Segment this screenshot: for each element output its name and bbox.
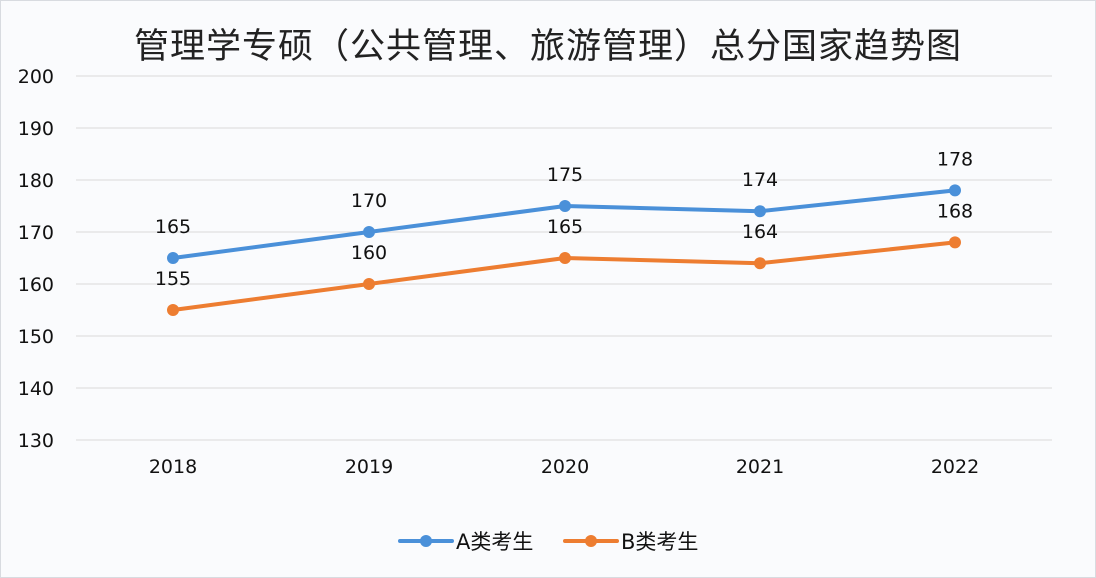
data-label: 168 <box>937 200 973 222</box>
data-point <box>167 304 179 316</box>
y-tick-label: 200 <box>18 66 54 88</box>
y-tick-label: 160 <box>18 274 54 296</box>
legend-label: B类考生 <box>621 530 698 554</box>
data-point <box>559 252 571 264</box>
x-tick-label: 2022 <box>931 456 979 478</box>
data-label: 174 <box>742 169 778 191</box>
x-tick-label: 2020 <box>541 456 589 478</box>
data-point <box>754 257 766 270</box>
data-point <box>754 205 766 218</box>
data-label: 165 <box>155 216 191 238</box>
y-tick-label: 190 <box>18 118 54 140</box>
data-label: 155 <box>155 268 191 290</box>
chart-title: 管理学专硕（公共管理、旅游管理）总分国家趋势图 <box>133 27 962 67</box>
data-point <box>363 278 375 290</box>
data-label: 164 <box>742 221 778 243</box>
y-tick-label: 170 <box>18 222 54 244</box>
legend-marker <box>585 535 597 547</box>
x-tick-label: 2021 <box>736 456 784 478</box>
data-point <box>949 236 961 249</box>
data-label: 160 <box>351 242 387 264</box>
y-tick-label: 150 <box>18 326 54 348</box>
y-tick-label: 180 <box>18 170 54 192</box>
data-point <box>167 252 179 264</box>
data-label: 175 <box>547 164 583 186</box>
data-point <box>559 200 571 212</box>
data-label: 178 <box>937 148 973 170</box>
legend-label: A类考生 <box>456 530 533 554</box>
data-point <box>949 184 961 197</box>
x-tick-label: 2018 <box>149 456 197 478</box>
y-tick-label: 140 <box>18 378 54 400</box>
data-label: 165 <box>547 216 583 238</box>
y-tick-label: 130 <box>18 430 54 452</box>
data-point <box>363 226 375 238</box>
data-label: 170 <box>351 190 387 212</box>
x-tick-label: 2019 <box>345 456 393 478</box>
legend-marker <box>420 535 432 547</box>
